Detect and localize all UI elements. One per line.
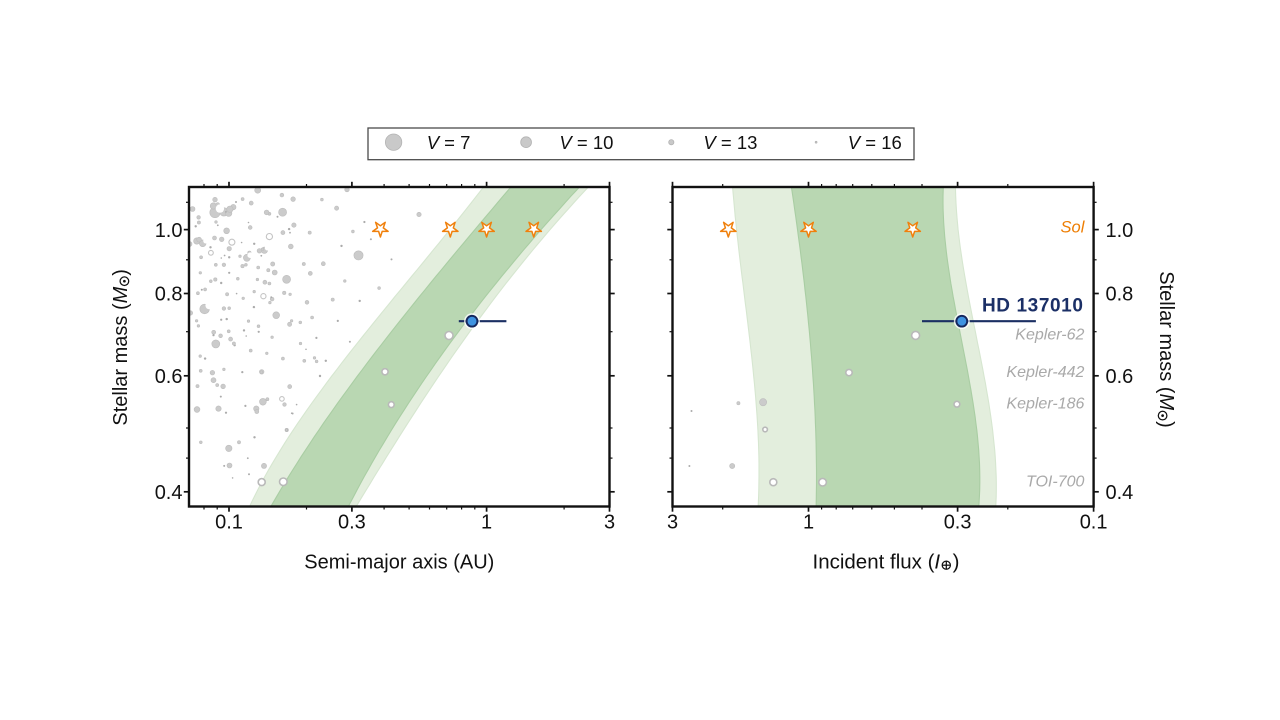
- svg-text:0.3: 0.3: [944, 511, 972, 533]
- svg-text:0.8: 0.8: [1106, 284, 1134, 306]
- svg-text:1: 1: [481, 511, 492, 533]
- svg-text:): ): [110, 269, 132, 276]
- svg-text:Semi-major axis (AU): Semi-major axis (AU): [304, 551, 494, 573]
- svg-text:3: 3: [667, 511, 678, 533]
- svg-text:Kepler-186: Kepler-186: [1006, 396, 1084, 413]
- svg-text:Stellar mass (M: Stellar mass (M: [110, 286, 132, 425]
- svg-text:0.6: 0.6: [1106, 366, 1134, 388]
- svg-text:0.1: 0.1: [1080, 511, 1108, 533]
- svg-text:Sol: Sol: [1061, 218, 1086, 236]
- svg-text:0.8: 0.8: [155, 284, 183, 306]
- svg-text:0.3: 0.3: [338, 511, 366, 533]
- svg-text:HD 137010: HD 137010: [982, 296, 1084, 317]
- svg-text:V = 13: V = 13: [703, 132, 757, 153]
- svg-text:0.4: 0.4: [1106, 482, 1134, 504]
- svg-text:1.0: 1.0: [155, 220, 183, 242]
- svg-text:1: 1: [803, 511, 814, 533]
- svg-text:3: 3: [604, 511, 615, 533]
- svg-text:V = 10: V = 10: [559, 132, 613, 153]
- svg-text:Kepler-442: Kepler-442: [1006, 364, 1084, 381]
- svg-text:0.1: 0.1: [215, 511, 243, 533]
- svg-text:V = 16: V = 16: [848, 132, 902, 153]
- svg-text:TOI-700: TOI-700: [1026, 473, 1085, 490]
- svg-text:Incident flux (I: Incident flux (I: [813, 550, 941, 573]
- svg-text:V = 7: V = 7: [427, 132, 471, 153]
- svg-text:0.4: 0.4: [155, 482, 183, 504]
- svg-text:): ): [1155, 421, 1177, 428]
- svg-text:): ): [953, 550, 960, 573]
- svg-text:Kepler-62: Kepler-62: [1015, 327, 1084, 344]
- svg-text:0.6: 0.6: [155, 366, 183, 388]
- svg-text:Stellar mass (M: Stellar mass (M: [1155, 271, 1177, 410]
- svg-text:1.0: 1.0: [1106, 220, 1134, 242]
